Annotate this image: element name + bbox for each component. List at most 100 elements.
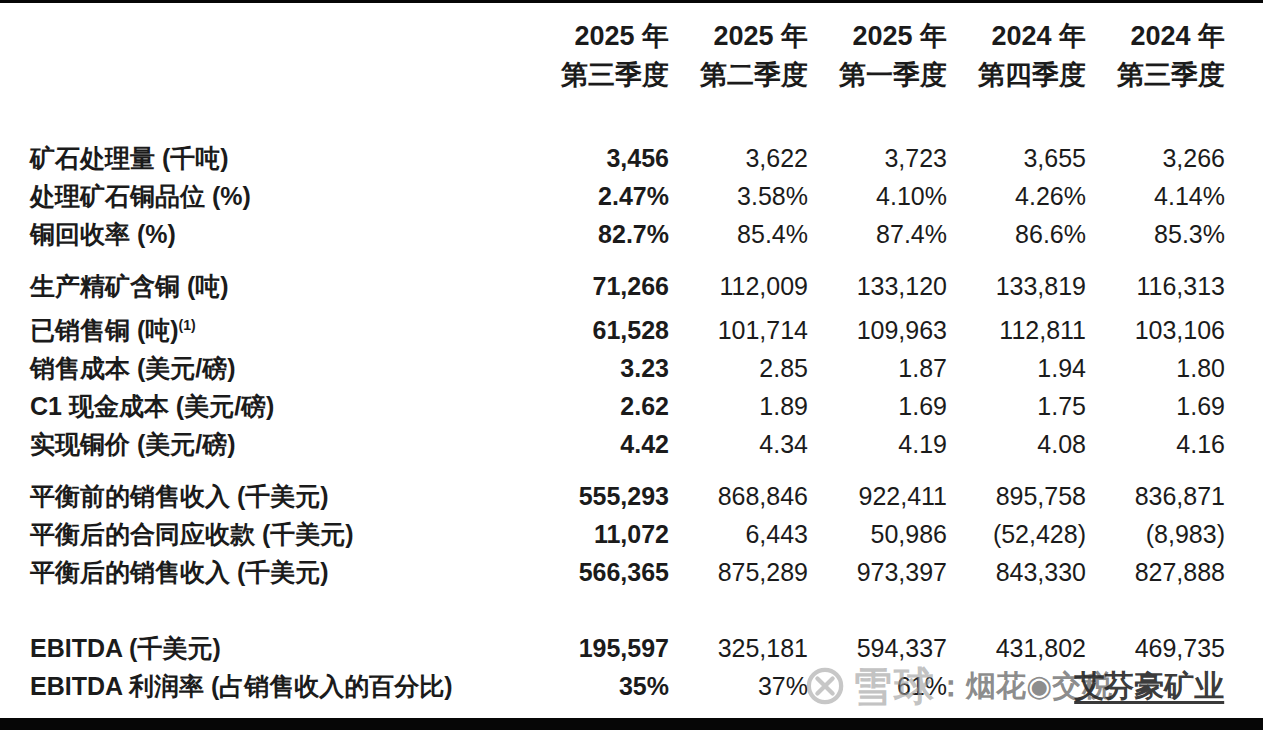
table-row: 矿石处理量 (千吨)3,4563,6223,7233,6553,266: [0, 139, 1263, 177]
value-cell: 1.75: [947, 387, 1086, 425]
table-row: 铜回收率 (%)82.7%85.4%87.4%86.6%85.3%: [0, 215, 1263, 253]
header-spacer: [30, 17, 530, 95]
value-cell: 325,181: [669, 629, 808, 667]
value-cell: 594,337: [808, 629, 947, 667]
value-cell: 431,802: [947, 629, 1086, 667]
row-label: 平衡前的销售收入 (千美元): [30, 477, 530, 515]
footnote-marker: (1): [179, 317, 196, 333]
value-cell: 895,758: [947, 477, 1086, 515]
value-cell: 1.80: [1086, 349, 1225, 387]
value-cell: 4.42: [530, 425, 669, 463]
value-cell: 3,723: [808, 139, 947, 177]
row-label: 实现铜价 (美元/磅): [30, 425, 530, 463]
value-cell: 11,072: [530, 515, 669, 553]
value-cell: 61,528: [530, 311, 669, 349]
value-cell: 566,365: [530, 553, 669, 591]
row-label: 销售成本 (美元/磅): [30, 349, 530, 387]
value-cell: 85.3%: [1086, 215, 1225, 253]
value-cell: 101,714: [669, 311, 808, 349]
table-row: 生产精矿含铜 (吨)71,266112,009133,120133,819116…: [0, 267, 1263, 305]
value-cell: 4.19: [808, 425, 947, 463]
value-cell: 112,009: [669, 267, 808, 305]
value-cell: 973,397: [808, 553, 947, 591]
value-cell: 555,293: [530, 477, 669, 515]
value-cell: 875,289: [669, 553, 808, 591]
value-cell: 3,456: [530, 139, 669, 177]
table-row: 已销售铜 (吨)(1)61,528101,714109,963112,81110…: [0, 311, 1263, 349]
value-cell: 4.08: [947, 425, 1086, 463]
value-cell: 868,846: [669, 477, 808, 515]
value-cell: 133,819: [947, 267, 1086, 305]
value-cell: 133,120: [808, 267, 947, 305]
value-cell: 922,411: [808, 477, 947, 515]
table-row: 平衡前的销售收入 (千美元)555,293868,846922,411895,7…: [0, 477, 1263, 515]
value-cell: 3.23: [530, 349, 669, 387]
row-label: 矿石处理量 (千吨): [30, 139, 530, 177]
value-cell: (52,428): [947, 515, 1086, 553]
table-row: 销售成本 (美元/磅)3.232.851.871.941.80: [0, 349, 1263, 387]
quarterly-results-table: 2025 年第三季度2025 年第二季度2025 年第一季度2024 年第四季度…: [0, 0, 1263, 705]
bottom-letterbox-bar: [0, 718, 1263, 730]
table-row: EBITDA 利润率 (占销售收入的百分比)35%37%61%: [0, 667, 1263, 705]
column-header-1: 2025 年第二季度: [669, 17, 808, 95]
column-header-3: 2024 年第四季度: [947, 17, 1086, 95]
value-cell: 61%: [808, 667, 947, 705]
value-cell: 4.16: [1086, 425, 1225, 463]
value-cell: 2.47%: [530, 177, 669, 215]
value-cell: 3.58%: [669, 177, 808, 215]
value-cell: 103,106: [1086, 311, 1225, 349]
value-cell: 85.4%: [669, 215, 808, 253]
value-cell: 35%: [530, 667, 669, 705]
value-cell: 1.89: [669, 387, 808, 425]
value-cell: 1.69: [808, 387, 947, 425]
row-label: C1 现金成本 (美元/磅): [30, 387, 530, 425]
value-cell: (8,983): [1086, 515, 1225, 553]
table-row: 平衡后的销售收入 (千美元)566,365875,289973,397843,3…: [0, 553, 1263, 591]
table-header-row: 2025 年第三季度2025 年第二季度2025 年第一季度2024 年第四季度…: [0, 17, 1263, 95]
value-cell: 50,986: [808, 515, 947, 553]
row-label: 处理矿石铜品位 (%): [30, 177, 530, 215]
value-cell: 4.10%: [808, 177, 947, 215]
value-cell: 87.4%: [808, 215, 947, 253]
column-header-4: 2024 年第三季度: [1086, 17, 1225, 95]
column-header-2: 2025 年第一季度: [808, 17, 947, 95]
value-cell: 112,811: [947, 311, 1086, 349]
row-label: 生产精矿含铜 (吨): [30, 267, 530, 305]
value-cell: 2.85: [669, 349, 808, 387]
value-cell: 1.94: [947, 349, 1086, 387]
value-cell: 86.6%: [947, 215, 1086, 253]
table-body: 矿石处理量 (千吨)3,4563,6223,7233,6553,266处理矿石铜…: [0, 139, 1263, 705]
row-label: EBITDA 利润率 (占销售收入的百分比): [30, 667, 530, 705]
table-row: EBITDA (千美元)195,597325,181594,337431,802…: [0, 629, 1263, 667]
value-cell: 116,313: [1086, 267, 1225, 305]
value-cell: 3,622: [669, 139, 808, 177]
value-cell: 843,330: [947, 553, 1086, 591]
value-cell: 836,871: [1086, 477, 1225, 515]
table-row: C1 现金成本 (美元/磅)2.621.891.691.751.69: [0, 387, 1263, 425]
value-cell: 71,266: [530, 267, 669, 305]
table-row: 处理矿石铜品位 (%)2.47%3.58%4.10%4.26%4.14%: [0, 177, 1263, 215]
value-cell: 4.26%: [947, 177, 1086, 215]
value-cell: 3,266: [1086, 139, 1225, 177]
table-row: 平衡后的合同应收款 (千美元)11,0726,44350,986(52,428)…: [0, 515, 1263, 553]
row-label: 铜回收率 (%): [30, 215, 530, 253]
row-label: 已销售铜 (吨)(1): [30, 311, 530, 349]
table-row: 实现铜价 (美元/磅)4.424.344.194.084.16: [0, 425, 1263, 463]
value-cell: 109,963: [808, 311, 947, 349]
value-cell: 4.14%: [1086, 177, 1225, 215]
value-cell: 82.7%: [530, 215, 669, 253]
column-header-0: 2025 年第三季度: [530, 17, 669, 95]
value-cell: 4.34: [669, 425, 808, 463]
value-cell: 3,655: [947, 139, 1086, 177]
screenshot-frame: 2025 年第三季度2025 年第二季度2025 年第一季度2024 年第四季度…: [0, 0, 1263, 730]
row-label: EBITDA (千美元): [30, 629, 530, 667]
row-label: 平衡后的销售收入 (千美元): [30, 553, 530, 591]
row-label: 平衡后的合同应收款 (千美元): [30, 515, 530, 553]
value-cell: 827,888: [1086, 553, 1225, 591]
value-cell: 2.62: [530, 387, 669, 425]
value-cell: 195,597: [530, 629, 669, 667]
value-cell: 469,735: [1086, 629, 1225, 667]
value-cell: 6,443: [669, 515, 808, 553]
value-cell: 37%: [669, 667, 808, 705]
value-cell: 1.87: [808, 349, 947, 387]
